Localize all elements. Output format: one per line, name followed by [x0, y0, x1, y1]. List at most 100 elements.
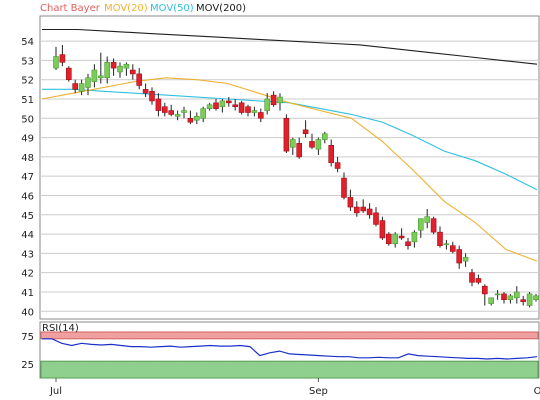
- candlesticks: [53, 44, 539, 308]
- x-tick-label: Okt: [534, 386, 540, 397]
- candle-down: [213, 102, 219, 109]
- price-panel-frame: [39, 15, 540, 320]
- candle-down: [469, 272, 475, 283]
- price-y-tick-label: 43: [21, 249, 34, 260]
- price-gridlines: [40, 40, 539, 312]
- candle-down: [501, 293, 507, 301]
- price-panel: 40 41 42 43 44 45 46 47 48 49 50 51 52 53 54: [21, 15, 540, 320]
- candle-down: [475, 278, 482, 283]
- rsi-overbought-band: [40, 331, 539, 340]
- candle-down: [245, 106, 251, 113]
- candle-down: [334, 162, 341, 169]
- candle-up: [526, 293, 533, 306]
- price-y-tick-label: 40: [21, 307, 34, 318]
- candle-down: [226, 100, 232, 104]
- chart-legend: Chart Bayer MOV(20) MOV(50) MOV(200): [40, 3, 246, 14]
- candle-down: [481, 285, 488, 295]
- price-y-axis: 40 41 42 43 44 45 46 47 48 49 50 51 52 53 54: [21, 37, 34, 318]
- candle-down: [142, 89, 149, 94]
- candle-up: [85, 77, 91, 88]
- rsi-line: [42, 338, 538, 360]
- x-tick-label: Sep: [309, 386, 328, 397]
- candle-down: [373, 212, 379, 225]
- candle-down: [270, 94, 277, 106]
- price-y-tick-label: 42: [21, 269, 34, 280]
- candle-up: [91, 69, 98, 82]
- candle-up: [117, 65, 123, 73]
- candle-up: [289, 139, 296, 148]
- candle-down: [302, 129, 309, 135]
- rsi-y-tick-label: 25: [21, 360, 34, 371]
- price-y-tick-label: 52: [21, 76, 34, 87]
- candle-up: [78, 83, 85, 92]
- candle-down: [283, 117, 290, 152]
- candle-down: [110, 62, 117, 69]
- candle-up: [321, 133, 328, 140]
- rsi-y-tick-label: 75: [21, 332, 34, 343]
- candle-up: [424, 216, 431, 223]
- mov20-line: [41, 77, 538, 262]
- x-axis: Jul Sep Okt: [49, 378, 540, 397]
- rsi-label: RSI(14): [42, 323, 79, 334]
- candle-up: [411, 231, 418, 243]
- legend-item-price: Chart Bayer: [40, 3, 101, 14]
- candle-up: [417, 218, 424, 231]
- rsi-gridlines: [40, 335, 539, 365]
- candle-down: [405, 241, 411, 246]
- candle-down: [66, 67, 72, 80]
- candle-up: [507, 295, 514, 301]
- price-y-tick-label: 47: [21, 172, 34, 183]
- candle-down: [257, 112, 264, 119]
- candle-down: [347, 197, 354, 208]
- candle-down: [341, 177, 347, 198]
- rsi-oversold-band: [40, 360, 539, 379]
- candle-down: [149, 90, 155, 102]
- price-y-tick-label: 50: [21, 114, 34, 125]
- candle-up: [443, 243, 450, 246]
- candle-down: [449, 245, 456, 252]
- candle-down: [296, 143, 303, 158]
- rsi-panel: RSI(14) 25 75: [21, 321, 540, 379]
- price-y-tick-label: 45: [21, 211, 34, 222]
- candle-down: [437, 231, 443, 246]
- candle-down: [130, 69, 136, 75]
- price-y-tick-label: 46: [21, 191, 34, 202]
- candle-down: [520, 299, 527, 302]
- candle-up: [219, 100, 226, 108]
- candle-up: [174, 114, 181, 117]
- price-y-tick-label: 49: [21, 134, 34, 145]
- candle-down: [59, 54, 66, 63]
- candle-up: [104, 62, 110, 79]
- candle-up: [488, 297, 495, 304]
- candle-up: [264, 98, 271, 111]
- candle-down: [379, 220, 386, 239]
- moving-average-lines: [41, 28, 538, 262]
- candle-up: [123, 63, 130, 69]
- candle-down: [168, 110, 174, 115]
- rsi-y-axis: 25 75: [21, 332, 34, 371]
- candle-up: [277, 96, 283, 104]
- candle-down: [187, 117, 194, 123]
- legend-item-mov50: MOV(50): [150, 3, 194, 14]
- price-y-tick-label: 51: [21, 95, 34, 106]
- candle-down: [385, 233, 392, 245]
- price-y-tick-label: 41: [21, 288, 34, 299]
- mov200-line: [42, 28, 538, 65]
- candle-up: [462, 256, 469, 262]
- candle-up: [392, 233, 399, 245]
- candle-up: [181, 110, 187, 113]
- candle-down: [430, 218, 437, 233]
- candle-up: [513, 291, 520, 299]
- candle-down: [398, 235, 405, 239]
- candle-up: [494, 293, 501, 296]
- candle-up: [315, 139, 322, 150]
- candle-down: [456, 249, 463, 264]
- candle-up: [206, 104, 213, 109]
- price-y-tick-label: 53: [21, 56, 34, 67]
- candle-down: [238, 102, 245, 113]
- x-tick-label: Jul: [49, 386, 62, 397]
- candle-up: [194, 116, 200, 121]
- candle-up: [200, 108, 206, 119]
- candle-up: [53, 56, 59, 69]
